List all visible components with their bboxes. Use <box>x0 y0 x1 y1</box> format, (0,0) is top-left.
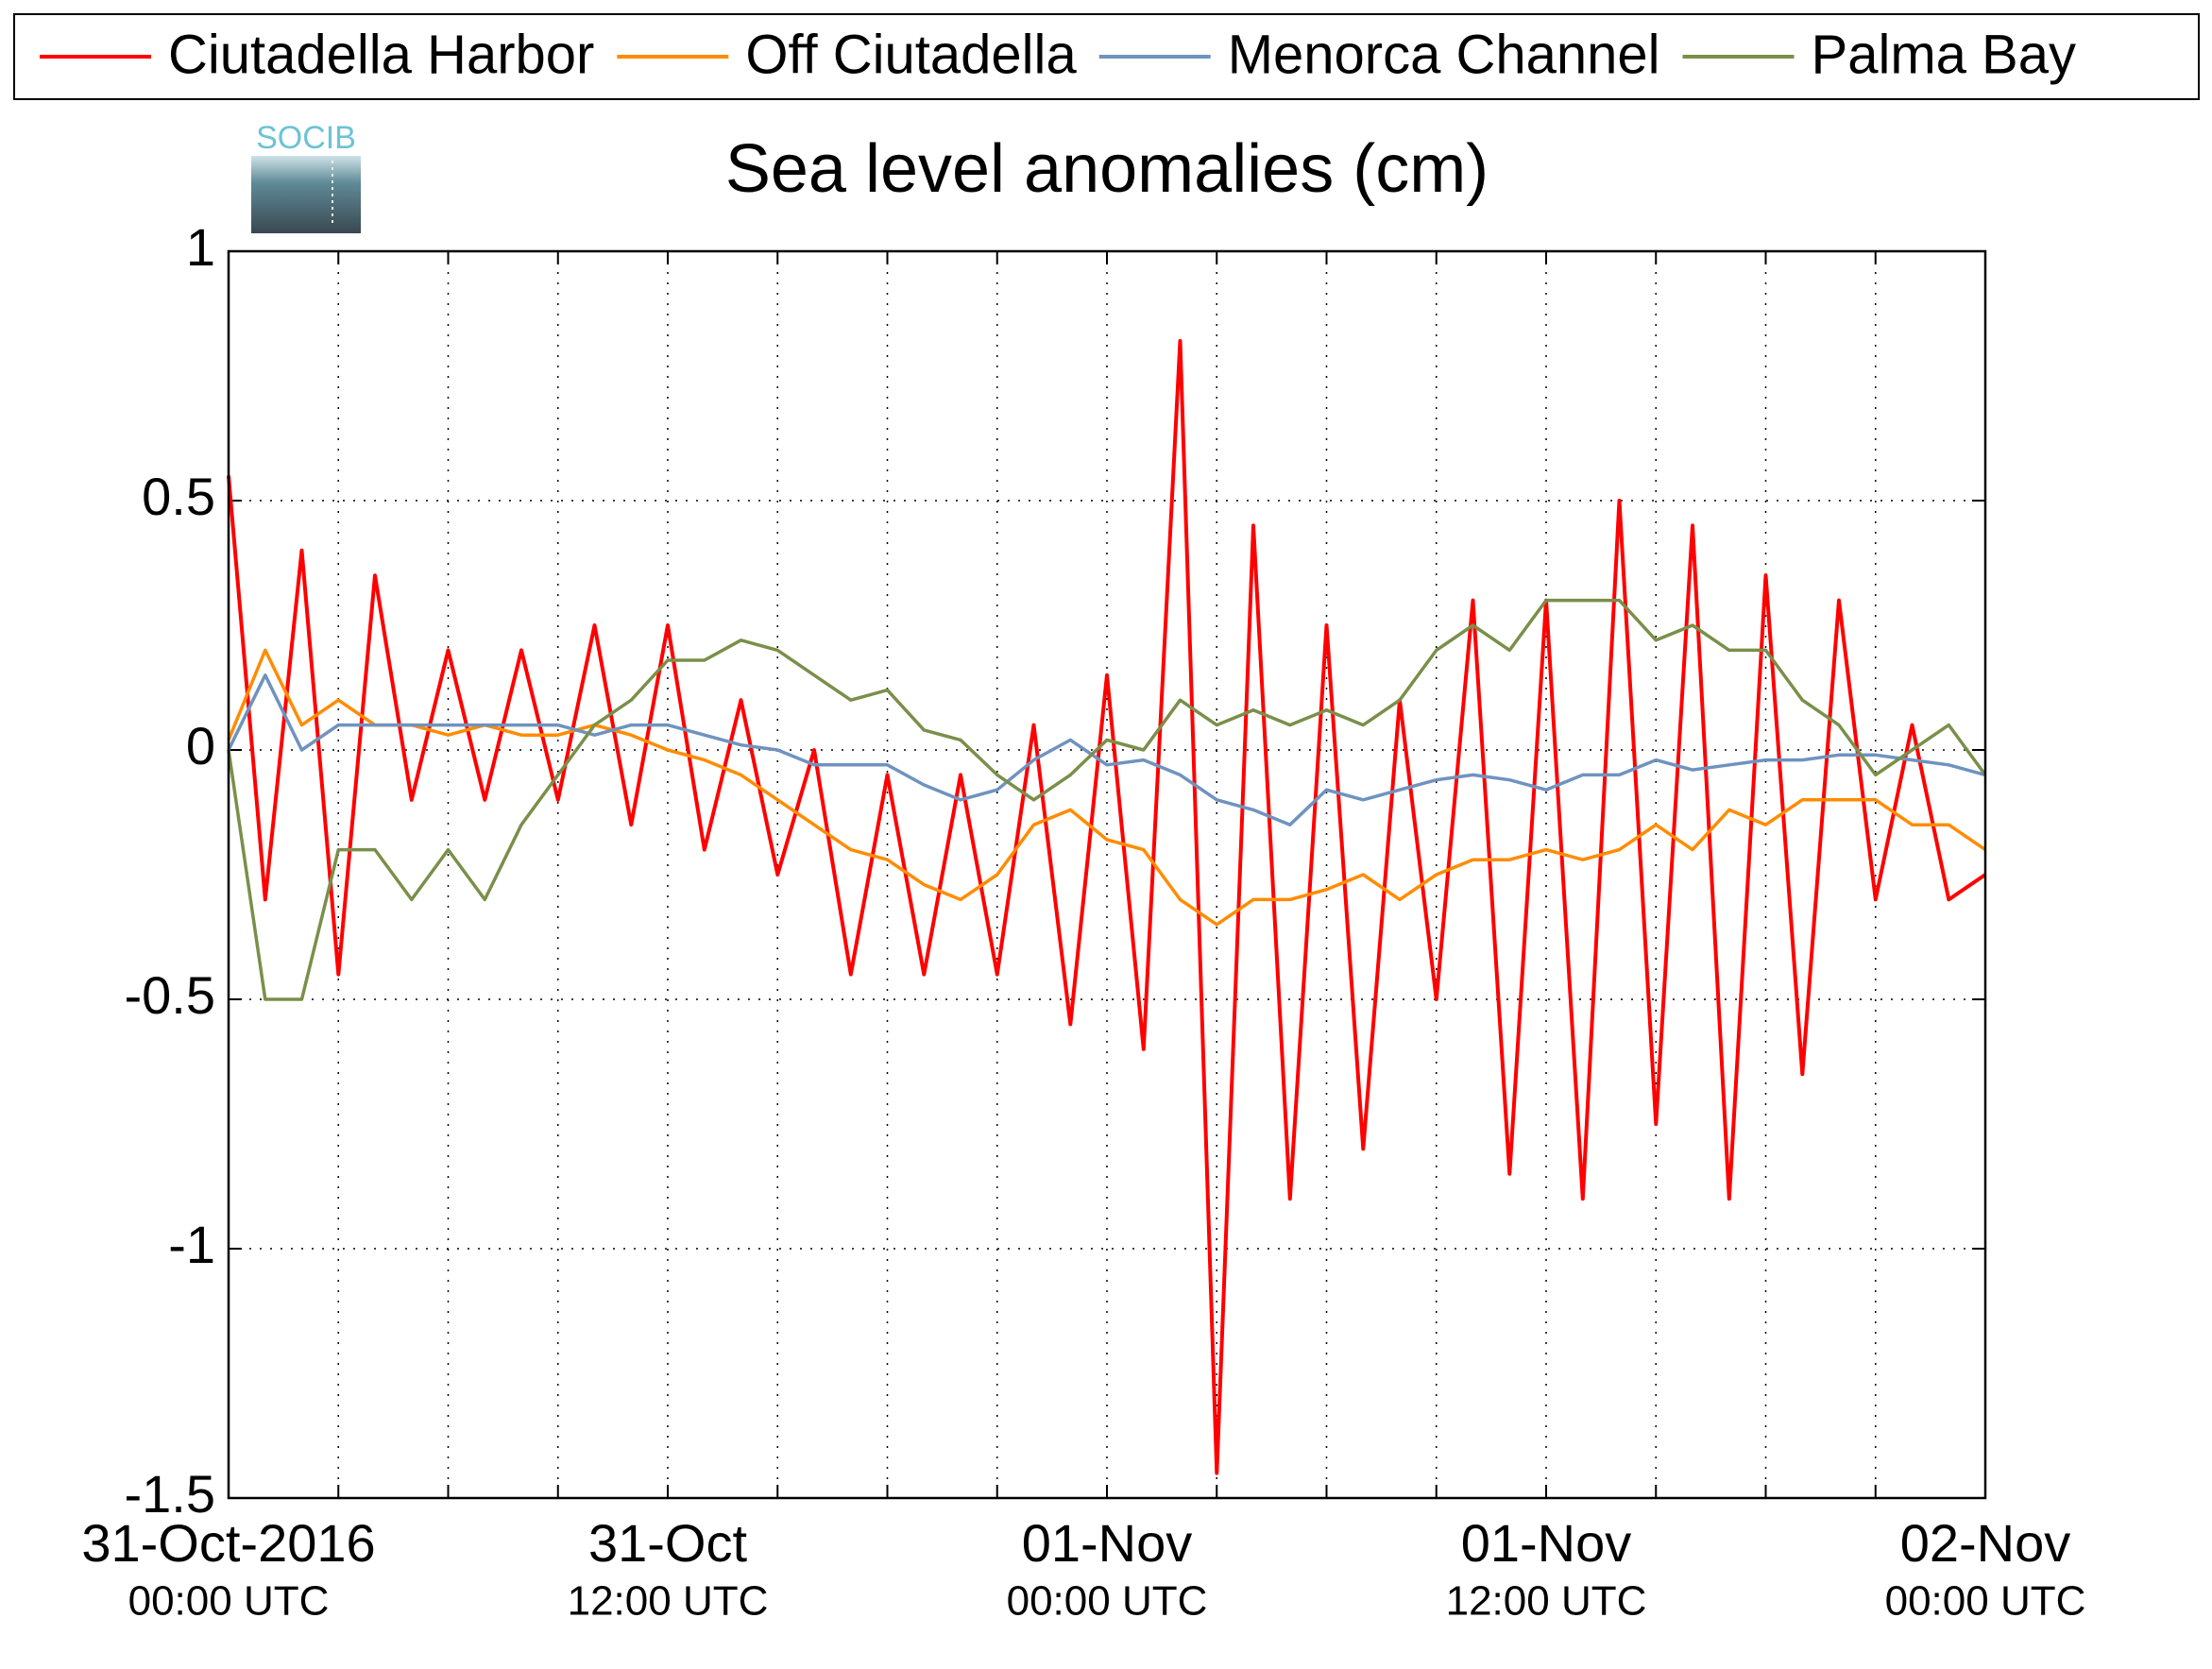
x-tick-sublabel: 00:00 UTC <box>128 1578 330 1625</box>
x-tick-sublabel: 12:00 UTC <box>1446 1578 1647 1625</box>
chart-title: Sea level anomalies (cm) <box>725 131 1489 207</box>
logo-text: SOCIB <box>256 120 356 156</box>
legend-label: Palma Bay <box>1812 24 2076 85</box>
x-tick-label: 31-Oct-2016 <box>81 1513 375 1573</box>
legend-label: Menorca Channel <box>1228 24 1660 85</box>
x-tick-sublabel: 00:00 UTC <box>1885 1578 2086 1625</box>
x-tick-sublabel: 12:00 UTC <box>568 1578 769 1625</box>
y-tick-label: 0.5 <box>142 467 215 526</box>
legend-label: Off Ciutadella <box>745 24 1077 85</box>
y-tick-label: -1 <box>168 1215 215 1274</box>
x-tick-label: 01-Nov <box>1022 1513 1193 1573</box>
plot-frame <box>227 249 1987 1500</box>
x-tick-label: 31-Oct <box>588 1513 747 1573</box>
y-tick-label: 1 <box>186 217 215 277</box>
y-tick-label: -1.5 <box>125 1464 216 1524</box>
y-tick-label: -0.5 <box>125 965 216 1025</box>
logo: SOCIB <box>251 120 361 233</box>
legend-label: Ciutadella Harbor <box>168 24 594 85</box>
data-line <box>227 648 1986 927</box>
x-tick-label: 02-Nov <box>1900 1513 2071 1573</box>
data-line <box>227 598 1987 1001</box>
data-line <box>227 339 1987 1475</box>
y-tick-label: 0 <box>186 716 215 775</box>
x-tick-label: 01-Nov <box>1461 1513 1632 1573</box>
data-line <box>227 673 1986 826</box>
x-tick-sublabel: 00:00 UTC <box>1007 1578 1208 1625</box>
logo-image <box>251 156 361 233</box>
